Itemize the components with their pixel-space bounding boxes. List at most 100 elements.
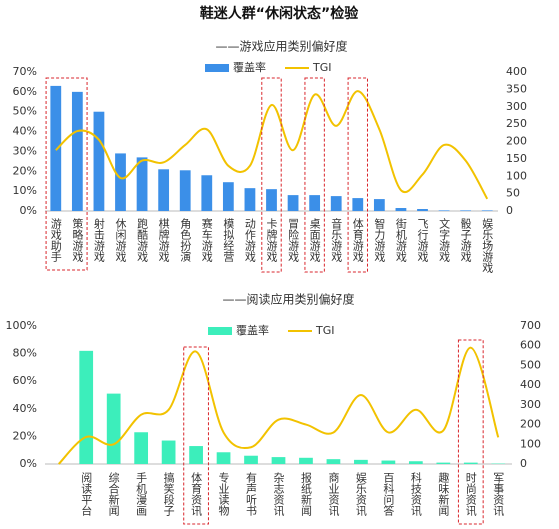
x-tick-label: 杂志资讯 <box>272 472 285 517</box>
x-tick-label: 商业资讯 <box>327 471 340 517</box>
bar <box>381 460 396 464</box>
legend-label: 覆盖率 <box>236 323 269 337</box>
y-tick-label: 70% <box>13 65 37 78</box>
x-tick-label: 跑酷游戏 <box>136 217 149 263</box>
bar <box>287 195 299 211</box>
y-tick-label: 40% <box>13 402 37 415</box>
bar <box>408 461 423 464</box>
y2-tick-label: 400 <box>506 65 527 78</box>
y2-tick-label: 300 <box>506 100 527 113</box>
x-tick-label: 趣味新闻 <box>437 471 450 517</box>
legend-swatch <box>208 327 232 335</box>
x-tick-label: 军事资讯 <box>492 472 505 517</box>
x-tick-label: 射击游戏 <box>92 217 105 263</box>
bar <box>189 446 203 464</box>
y-tick-label: 20% <box>13 164 37 177</box>
tgi-line <box>58 346 500 465</box>
bar <box>438 210 450 211</box>
y2-tick-label: 200 <box>520 418 541 431</box>
y2-tick-label: 350 <box>506 82 527 95</box>
y2-tick-label: 250 <box>506 117 527 130</box>
bar <box>134 432 149 464</box>
y-tick-label: 10% <box>13 184 37 197</box>
bar <box>136 157 148 211</box>
bar <box>481 210 493 211</box>
y-tick-label: 0% <box>20 204 37 217</box>
bar <box>460 210 472 211</box>
bar <box>271 457 286 464</box>
x-tick-label: 卡牌游戏 <box>265 218 278 263</box>
x-tick-label: 音乐游戏 <box>330 217 343 263</box>
highlight-box <box>261 77 282 273</box>
highlight-box <box>304 77 325 273</box>
bar <box>201 175 213 211</box>
legend-label: 覆盖率 <box>233 60 266 74</box>
y-tick-label: 0% <box>20 457 37 470</box>
bar <box>395 208 407 211</box>
x-tick-label: 冒险游戏 <box>287 218 300 263</box>
highlight-box <box>347 77 368 273</box>
bar <box>115 153 126 211</box>
x-tick-label: 角色扮演 <box>179 218 192 262</box>
bar <box>463 462 478 464</box>
chart-subtitle: ——游戏应用类别偏好度 <box>215 39 347 54</box>
y2-tick-label: 700 <box>520 319 541 332</box>
x-tick-label: 游戏助手 <box>49 218 62 263</box>
x-tick-label: 娱乐资讯 <box>354 471 367 517</box>
bar <box>93 111 105 211</box>
y-tick-label: 100% <box>6 319 37 332</box>
x-tick-label: 专业读物 <box>217 471 230 516</box>
x-tick-label: 科技资讯 <box>409 471 422 517</box>
highlight-box <box>457 339 484 525</box>
bar <box>417 209 428 211</box>
x-tick-label: 飞行游戏 <box>416 218 429 263</box>
bar <box>352 198 364 211</box>
y-tick-label: 60% <box>13 374 37 387</box>
bar <box>158 169 170 211</box>
x-tick-label: 娱乐场游戏 <box>481 217 494 274</box>
bar <box>161 440 176 464</box>
y2-tick-label: 300 <box>520 398 541 411</box>
x-tick-label: 体育游戏 <box>351 217 364 263</box>
bar <box>222 182 234 211</box>
x-tick-label: 动作游戏 <box>243 218 256 263</box>
x-tick-label: 策略游戏 <box>71 217 84 263</box>
x-tick-label: 手机漫画 <box>135 471 148 516</box>
y2-tick-label: 400 <box>520 378 541 391</box>
highlight-box <box>183 346 209 525</box>
y-tick-label: 60% <box>13 85 37 98</box>
page-title: 鞋迷人群“休闲状态”检验 <box>200 5 359 22</box>
x-tick-label: 体育资讯 <box>190 471 203 517</box>
y-tick-label: 20% <box>13 429 37 442</box>
x-tick-label: 赛车游戏 <box>200 217 213 263</box>
x-tick-label: 文字游戏 <box>438 217 451 263</box>
legend-label: TGI <box>312 61 332 74</box>
x-tick-label: 棋牌游戏 <box>157 217 170 263</box>
bar <box>299 457 313 464</box>
legend-swatch <box>205 64 229 72</box>
chart-subtitle: ——阅读应用类别偏好度 <box>222 292 354 307</box>
x-tick-label: 街机游戏 <box>394 217 407 263</box>
bar <box>436 462 451 464</box>
y2-tick-label: 600 <box>520 339 541 352</box>
highlight-box <box>45 77 88 271</box>
bar <box>79 350 94 464</box>
x-tick-label: 综合新闻 <box>107 471 120 517</box>
y2-tick-label: 200 <box>506 135 527 148</box>
x-tick-label: 智力游戏 <box>373 217 386 263</box>
bar <box>244 455 258 464</box>
x-tick-label: 休闲游戏 <box>114 218 127 263</box>
y2-tick-label: 0 <box>506 204 513 217</box>
x-tick-label: 桌面游戏 <box>308 218 321 263</box>
y2-tick-label: 150 <box>506 152 527 165</box>
bar <box>326 459 341 464</box>
bar <box>71 91 83 211</box>
y-tick-label: 80% <box>13 347 37 360</box>
x-tick-label: 模拟经营 <box>222 218 235 263</box>
bar <box>330 196 342 211</box>
x-tick-label: 阅读平台 <box>80 472 93 516</box>
y-tick-label: 30% <box>13 144 37 157</box>
tgi-line <box>55 90 489 200</box>
bar <box>244 188 256 211</box>
